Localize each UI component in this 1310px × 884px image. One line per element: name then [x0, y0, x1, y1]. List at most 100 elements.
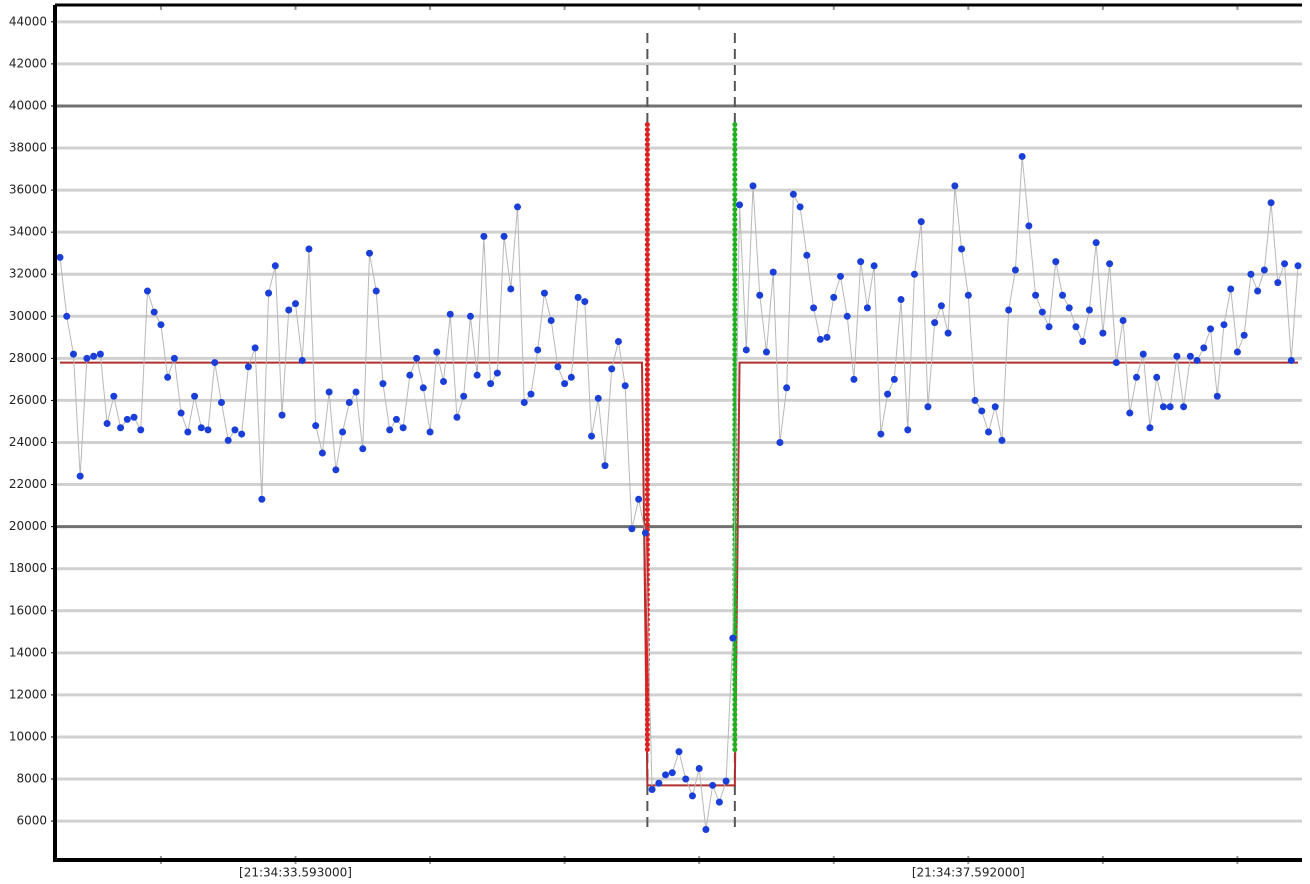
data-point — [621, 382, 629, 390]
data-point — [635, 495, 643, 503]
data-point — [614, 338, 622, 346]
data-point — [742, 346, 750, 354]
data-point — [69, 350, 77, 358]
data-point — [978, 407, 986, 415]
data-point — [466, 312, 474, 320]
data-point — [150, 308, 158, 316]
data-point — [1099, 329, 1107, 337]
y-tick-label: 34000 — [9, 225, 47, 239]
mean-line — [60, 361, 1298, 787]
data-point — [379, 380, 387, 388]
data-point — [648, 786, 656, 794]
data-point — [1213, 392, 1221, 400]
data-point — [924, 403, 932, 411]
data-point — [170, 354, 178, 362]
data-point — [1159, 403, 1167, 411]
data-point — [352, 388, 360, 396]
data-point — [191, 392, 199, 400]
data-point — [406, 371, 414, 379]
data-point — [715, 798, 723, 806]
data-point — [830, 293, 838, 301]
data-point — [1193, 356, 1201, 364]
data-point — [1112, 359, 1120, 367]
data-point — [184, 428, 192, 436]
data-point — [722, 777, 730, 785]
y-tick-label: 10000 — [9, 729, 47, 743]
data-point — [850, 375, 858, 383]
data-point — [628, 525, 636, 533]
data-point — [857, 258, 865, 266]
data-point — [964, 291, 972, 299]
data-point — [399, 424, 407, 432]
data-point — [291, 300, 299, 308]
data-point — [843, 312, 851, 320]
data-point — [985, 428, 992, 436]
y-tick-label: 38000 — [9, 141, 47, 155]
data-point — [729, 634, 737, 642]
data-point — [1260, 266, 1268, 274]
data-point — [910, 270, 918, 278]
data-point — [318, 449, 326, 457]
data-point — [1146, 424, 1154, 432]
data-point — [386, 426, 394, 434]
data-point — [244, 363, 252, 371]
data-point — [238, 430, 246, 438]
data-point — [103, 420, 111, 428]
data-point — [1274, 279, 1282, 287]
x-tick-label: [21:34:33.593000] — [239, 866, 352, 880]
data-point — [359, 445, 367, 453]
data-point — [561, 380, 569, 388]
data-point — [278, 411, 286, 419]
data-point — [177, 409, 185, 417]
data-point — [1119, 316, 1127, 324]
data-point — [1133, 373, 1141, 381]
data-point — [90, 352, 98, 360]
data-point — [1281, 260, 1289, 268]
data-point — [917, 218, 925, 226]
data-point — [130, 413, 138, 421]
data-point — [433, 348, 441, 356]
data-point — [204, 426, 212, 434]
data-point — [460, 392, 468, 400]
y-tick-label: 20000 — [9, 519, 47, 533]
data-point — [709, 781, 717, 789]
data-point — [500, 232, 508, 240]
data-point — [1220, 321, 1228, 329]
data-point — [951, 182, 959, 190]
data-point — [884, 390, 892, 398]
data-point — [641, 529, 649, 537]
data-point — [1240, 331, 1248, 339]
data-point — [534, 346, 542, 354]
data-point — [332, 466, 340, 474]
data-point — [211, 359, 219, 367]
data-point — [1045, 323, 1053, 331]
data-point — [931, 319, 939, 327]
y-tick-label: 16000 — [9, 603, 47, 617]
data-point — [783, 384, 791, 392]
data-point — [1052, 258, 1060, 266]
data-point — [877, 430, 885, 438]
y-tick-label: 40000 — [9, 98, 47, 112]
data-point — [117, 424, 125, 432]
data-point — [110, 392, 118, 400]
data-point — [493, 369, 501, 377]
data-point — [453, 413, 461, 421]
data-point — [1287, 356, 1295, 364]
data-point — [904, 426, 912, 434]
data-point — [1038, 308, 1046, 316]
data-point — [1065, 304, 1073, 312]
data-point — [554, 363, 562, 371]
data-point — [1227, 285, 1235, 293]
data-point — [971, 396, 979, 404]
data-point — [446, 310, 454, 318]
data-point — [487, 380, 495, 388]
data-point — [581, 298, 589, 306]
data-point — [547, 316, 555, 324]
data-point — [298, 356, 306, 364]
data-point — [749, 182, 757, 190]
y-tick-label: 18000 — [9, 561, 47, 575]
data-point — [937, 302, 945, 310]
data-point — [836, 272, 844, 280]
data-point — [588, 432, 596, 440]
